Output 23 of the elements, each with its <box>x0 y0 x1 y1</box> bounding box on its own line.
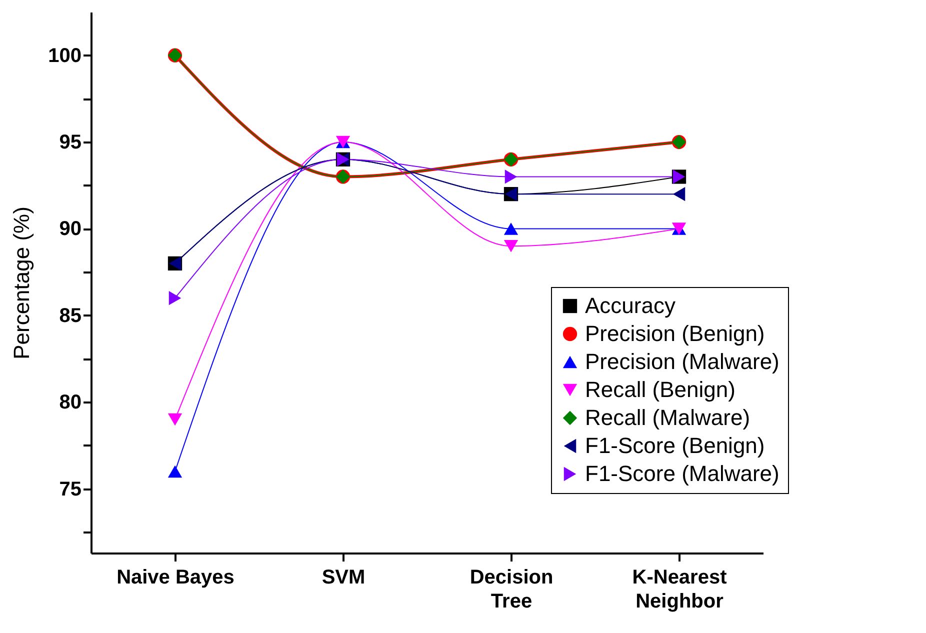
legend-label: Recall (Malware) <box>585 405 750 430</box>
point <box>504 222 518 235</box>
point <box>672 186 686 202</box>
y-tick-label: 90 <box>59 218 82 240</box>
x-tick-label: Decision Tree <box>470 566 554 612</box>
x-tick-label: Naive Bayes <box>116 566 234 588</box>
legend-label: Precision (Malware) <box>585 349 780 374</box>
y-tick-label: 75 <box>59 478 82 500</box>
y-tick-label: 95 <box>59 132 82 154</box>
y-tick-label: 80 <box>59 392 82 414</box>
legend-label: Accuracy <box>585 293 676 318</box>
y-tick-label: 100 <box>48 44 82 67</box>
x-tick-label: SVM <box>322 566 366 588</box>
legend-label: F1-Score (Benign) <box>585 433 765 458</box>
legend-label: F1-Score (Malware) <box>585 461 780 486</box>
legend-label: Recall (Benign) <box>585 377 736 402</box>
point <box>168 291 182 306</box>
y-tick-label: 85 <box>59 304 82 327</box>
y-axis-title: Percentage (%) <box>9 206 34 360</box>
point <box>504 170 518 184</box>
legend-label: Precision (Benign) <box>585 321 765 346</box>
x-tick-label: K-Nearest Neighbor <box>632 566 728 612</box>
point <box>168 465 182 478</box>
